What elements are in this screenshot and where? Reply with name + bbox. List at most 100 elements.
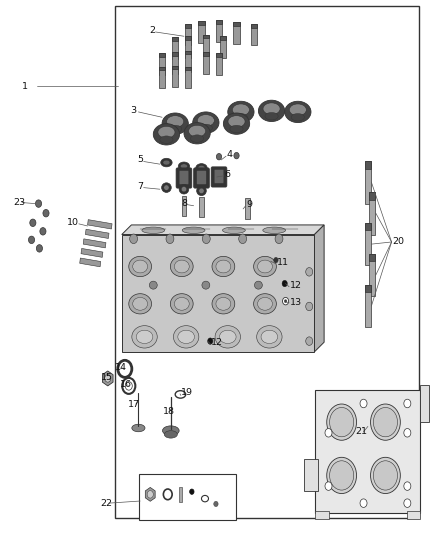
Bar xyxy=(369,254,375,296)
Bar xyxy=(185,36,191,40)
Ellipse shape xyxy=(162,113,188,134)
Ellipse shape xyxy=(174,260,189,273)
Ellipse shape xyxy=(160,136,173,143)
Ellipse shape xyxy=(254,256,276,277)
Ellipse shape xyxy=(184,123,210,144)
Text: 7: 7 xyxy=(137,182,143,191)
Circle shape xyxy=(28,236,35,244)
Circle shape xyxy=(208,338,213,344)
Ellipse shape xyxy=(197,115,214,126)
Ellipse shape xyxy=(169,125,182,133)
Ellipse shape xyxy=(291,114,304,121)
Ellipse shape xyxy=(188,125,206,137)
Circle shape xyxy=(404,482,411,490)
Ellipse shape xyxy=(129,256,152,277)
FancyBboxPatch shape xyxy=(214,169,224,183)
Ellipse shape xyxy=(285,101,311,123)
Bar xyxy=(203,52,209,56)
FancyBboxPatch shape xyxy=(197,171,206,184)
Bar xyxy=(159,53,165,57)
Polygon shape xyxy=(145,487,155,501)
Ellipse shape xyxy=(290,104,307,116)
Bar xyxy=(216,20,222,42)
Circle shape xyxy=(35,200,42,207)
Text: 15: 15 xyxy=(101,373,113,382)
Text: 18: 18 xyxy=(162,407,174,416)
Ellipse shape xyxy=(329,461,354,490)
Ellipse shape xyxy=(212,294,235,314)
Bar xyxy=(172,37,178,59)
Bar xyxy=(185,24,191,45)
Ellipse shape xyxy=(263,227,286,233)
Text: 13: 13 xyxy=(290,298,302,307)
Ellipse shape xyxy=(257,326,282,348)
Ellipse shape xyxy=(197,186,206,196)
Circle shape xyxy=(214,501,218,506)
Circle shape xyxy=(166,234,174,244)
Circle shape xyxy=(36,245,42,252)
Bar xyxy=(203,35,209,56)
Ellipse shape xyxy=(162,426,179,435)
Bar xyxy=(185,36,191,58)
Ellipse shape xyxy=(202,281,210,289)
Bar xyxy=(220,36,226,58)
Bar xyxy=(85,229,109,238)
Ellipse shape xyxy=(371,404,400,440)
Ellipse shape xyxy=(215,326,240,348)
Bar xyxy=(172,66,178,87)
Bar xyxy=(172,66,178,69)
Bar xyxy=(80,258,101,267)
Bar xyxy=(115,6,419,518)
Bar xyxy=(139,474,236,520)
Bar xyxy=(185,24,191,28)
Bar xyxy=(369,192,375,235)
Ellipse shape xyxy=(232,104,250,116)
Bar xyxy=(159,53,165,75)
Text: 22: 22 xyxy=(101,499,113,507)
Circle shape xyxy=(282,280,287,287)
Bar xyxy=(365,223,371,265)
Ellipse shape xyxy=(174,297,189,310)
Text: 1: 1 xyxy=(22,82,28,91)
Polygon shape xyxy=(122,235,314,352)
Circle shape xyxy=(284,300,287,303)
Text: 19: 19 xyxy=(181,388,193,397)
Ellipse shape xyxy=(161,158,172,167)
Bar xyxy=(88,220,112,229)
FancyBboxPatch shape xyxy=(194,168,209,188)
Ellipse shape xyxy=(196,164,207,172)
Ellipse shape xyxy=(261,330,278,343)
Bar xyxy=(172,52,178,56)
Ellipse shape xyxy=(132,326,157,348)
Ellipse shape xyxy=(133,297,148,310)
Bar xyxy=(365,285,371,327)
Ellipse shape xyxy=(173,326,199,348)
Ellipse shape xyxy=(199,188,204,193)
Ellipse shape xyxy=(132,424,145,432)
Text: 12: 12 xyxy=(290,281,302,290)
Bar xyxy=(198,21,205,43)
Bar xyxy=(315,511,328,519)
Ellipse shape xyxy=(129,294,152,314)
Bar xyxy=(203,35,209,38)
Circle shape xyxy=(360,399,367,408)
Ellipse shape xyxy=(164,185,169,190)
Text: 3: 3 xyxy=(131,106,137,115)
Ellipse shape xyxy=(178,330,194,343)
Ellipse shape xyxy=(170,256,193,277)
Bar xyxy=(315,390,420,513)
Bar xyxy=(420,385,429,422)
Bar xyxy=(369,192,375,199)
Ellipse shape xyxy=(191,135,204,142)
Ellipse shape xyxy=(149,281,157,289)
Ellipse shape xyxy=(178,162,190,171)
Circle shape xyxy=(202,234,210,244)
Bar xyxy=(83,239,106,248)
Bar xyxy=(233,22,240,26)
Text: 5: 5 xyxy=(137,156,143,164)
Circle shape xyxy=(306,268,313,276)
Bar xyxy=(220,36,226,40)
Ellipse shape xyxy=(180,164,187,169)
Circle shape xyxy=(404,399,411,408)
Bar xyxy=(233,22,240,44)
